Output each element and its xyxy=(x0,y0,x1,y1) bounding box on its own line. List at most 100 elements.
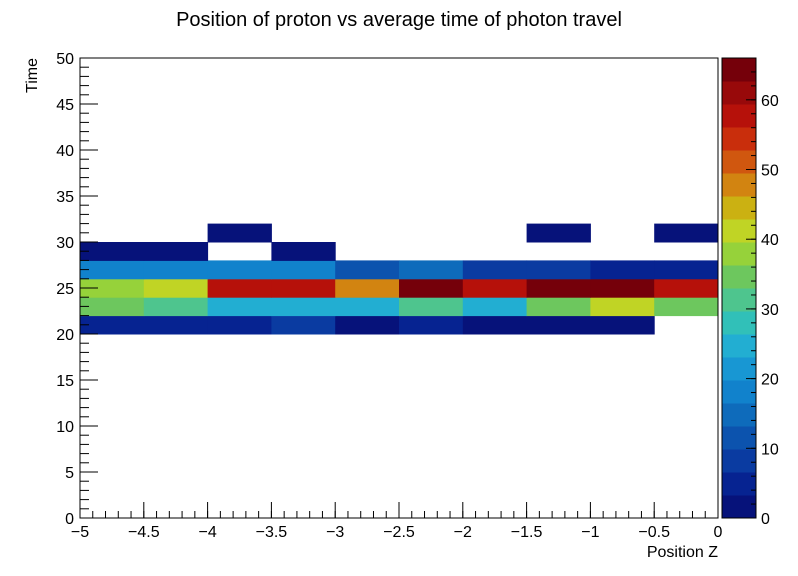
heatmap-cell xyxy=(526,278,591,298)
heatmap-cell xyxy=(590,315,655,335)
x-tick-label: −4 xyxy=(198,524,216,541)
colorbar-tick-label: 10 xyxy=(761,441,779,458)
colorbar: 0 10 20 30 40 50 60 xyxy=(721,57,779,528)
x-tick-label: −4.5 xyxy=(128,524,160,541)
y-tick-label: 40 xyxy=(56,143,74,160)
heatmap-cell xyxy=(143,315,209,335)
y-tick-label: 25 xyxy=(56,281,74,298)
heatmap-cell xyxy=(399,315,464,335)
y-axis-title: Time xyxy=(24,58,41,93)
heatmap-cell xyxy=(271,242,336,261)
heatmap-cell xyxy=(335,315,400,335)
colorbar-swatch xyxy=(722,311,756,335)
colorbar-swatch xyxy=(722,242,756,266)
colorbar-swatch xyxy=(722,196,756,220)
heatmap-cell xyxy=(207,278,272,298)
heatmap-cell xyxy=(207,223,272,243)
heatmap-cell xyxy=(654,223,719,243)
heatmap-cell xyxy=(462,278,528,298)
heatmap-cell xyxy=(526,260,591,280)
heatmap-cell xyxy=(143,278,209,298)
x-tick-label: −1.5 xyxy=(511,524,543,541)
x-tick-label: 0 xyxy=(714,524,723,541)
heatmap-cell xyxy=(399,260,464,280)
chart-title: Position of proton vs average time of ph… xyxy=(176,9,622,31)
y-axis: 0 5 10 15 20 25 30 35 40 45 50 xyxy=(56,51,98,528)
y-tick-label: 10 xyxy=(56,419,74,436)
colorbar-swatch xyxy=(722,449,756,473)
heatmap-cell xyxy=(335,297,400,317)
colorbar-swatch xyxy=(722,127,756,151)
colorbar-tick-label: 30 xyxy=(761,302,779,319)
y-tick-label: 45 xyxy=(56,97,74,114)
heatmap-cell xyxy=(271,278,336,298)
heatmap-cell xyxy=(271,297,336,317)
heatmap-cell xyxy=(590,297,655,317)
heatmap-cell xyxy=(80,278,145,298)
colorbar-swatch xyxy=(722,288,756,312)
colorbar-tick-label: 40 xyxy=(761,232,779,249)
x-tick-label: −1 xyxy=(581,524,599,541)
colorbar-swatch xyxy=(722,380,756,404)
heatmap-cell xyxy=(335,278,400,298)
colorbar-tick-label: 20 xyxy=(761,372,779,389)
heatmap-cell xyxy=(80,297,145,317)
y-tick-label: 0 xyxy=(65,511,74,528)
heatmap-cell xyxy=(462,260,528,280)
colorbar-tick-label: 50 xyxy=(761,163,779,180)
heatmap-cell xyxy=(143,297,209,317)
heatmap-cells xyxy=(80,223,719,335)
colorbar-swatch xyxy=(722,265,756,289)
x-axis: −5 −4.5 −4 −3.5 −3 −2.5 −2 −1.5 −1 −0.5 0 xyxy=(71,502,723,541)
heatmap-cell xyxy=(143,242,209,261)
heatmap-cell xyxy=(654,260,719,280)
heatmap-cell xyxy=(271,315,336,335)
y-tick-label: 30 xyxy=(56,235,74,252)
heatmap-cell xyxy=(335,260,400,280)
heatmap-cell xyxy=(80,242,145,261)
y-tick-label: 15 xyxy=(56,373,74,390)
colorbar-swatch xyxy=(722,357,756,381)
colorbar-swatch xyxy=(722,403,756,427)
x-tick-label: −0.5 xyxy=(638,524,670,541)
heatmap-cell xyxy=(80,260,145,280)
heatmap-cell xyxy=(207,315,272,335)
heatmap-cell xyxy=(399,278,464,298)
colorbar-swatch xyxy=(722,104,756,128)
colorbar-swatch xyxy=(722,81,756,105)
colorbar-swatch xyxy=(722,219,756,243)
heatmap-cell xyxy=(654,297,719,317)
x-axis-title: Position Z xyxy=(647,544,718,561)
x-tick-label: −3 xyxy=(326,524,344,541)
heatmap-cell xyxy=(399,297,464,317)
colorbar-frame xyxy=(721,57,757,519)
y-tick-label: 50 xyxy=(56,51,74,68)
y-tick-label: 5 xyxy=(65,465,74,482)
colorbar-swatch xyxy=(722,173,756,197)
y-tick-label: 35 xyxy=(56,189,74,206)
heatmap-cell xyxy=(271,260,336,280)
colorbar-swatch xyxy=(722,150,756,174)
colorbar-swatch xyxy=(722,426,756,450)
colorbar-tick-label: 60 xyxy=(761,93,779,110)
colorbar-tick-label: 0 xyxy=(761,511,770,528)
heatmap-cell xyxy=(526,315,591,335)
heatmap-cell xyxy=(80,315,145,335)
heatmap-cell xyxy=(654,278,719,298)
heatmap-cell xyxy=(526,297,591,317)
colorbar-swatch xyxy=(722,58,756,82)
heatmap-cell xyxy=(462,315,528,335)
colorbar-swatch xyxy=(722,334,756,358)
heatmap-cell xyxy=(207,260,272,280)
heatmap-cell xyxy=(526,223,591,243)
heatmap-cell xyxy=(143,260,209,280)
x-tick-label: −5 xyxy=(71,524,89,541)
y-tick-label: 20 xyxy=(56,327,74,344)
heatmap-cell xyxy=(462,297,528,317)
heatmap-cell xyxy=(207,297,272,317)
heatmap-cell xyxy=(590,278,655,298)
heatmap-cell xyxy=(590,260,655,280)
x-tick-label: −2.5 xyxy=(383,524,415,541)
x-tick-label: −3.5 xyxy=(256,524,288,541)
